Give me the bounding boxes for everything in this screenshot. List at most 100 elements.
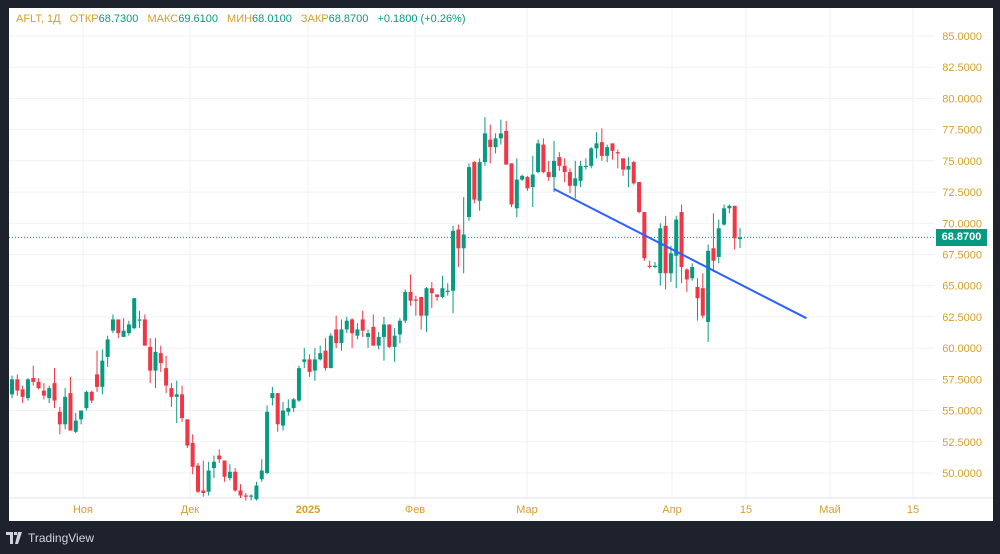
candle-up [126, 324, 131, 334]
candle-down [31, 378, 36, 382]
candle-up [105, 339, 110, 357]
candle-up [318, 353, 323, 360]
candle-up [254, 485, 259, 500]
price-axis-label: 85.0000 [942, 31, 982, 43]
candle-up [520, 175, 525, 180]
open-value: 68.7300 [98, 13, 139, 25]
candle-up [47, 388, 52, 399]
high-label: МАКС [147, 13, 179, 25]
candle-down [360, 319, 365, 331]
candle-up [137, 319, 142, 321]
candle-up [738, 237, 742, 240]
candle-down [419, 296, 424, 316]
time-axis-label: Май [819, 504, 841, 516]
candle-down [95, 374, 100, 387]
candle-down [275, 393, 280, 425]
candle-down [679, 212, 684, 267]
candle-up [302, 359, 307, 362]
candle-up [286, 408, 291, 412]
candle-down [243, 495, 248, 497]
candle-down [217, 455, 222, 460]
candle-down [413, 299, 418, 301]
candle-down [456, 229, 461, 249]
candle-down [323, 350, 328, 369]
candle-up [466, 167, 471, 218]
candle-down [599, 142, 604, 156]
price-axis-label: 77.5000 [942, 125, 982, 137]
candle-up [727, 205, 732, 209]
candle-down [700, 288, 705, 316]
candle-up [63, 396, 68, 425]
candle-up [296, 368, 301, 401]
candle-down [89, 391, 94, 401]
candle-up [206, 470, 211, 492]
candle-up [381, 324, 386, 337]
candle-down [610, 143, 615, 151]
high-value: 69.6100 [178, 13, 218, 25]
candle-up [79, 410, 84, 420]
price-axis-label: 72.5000 [942, 187, 982, 199]
candle-up [281, 410, 286, 426]
candle-up [312, 359, 317, 371]
change-value: +0.1800 (+0.26%) [377, 13, 466, 25]
candle-down [148, 346, 153, 371]
open-label: ОТКР [69, 13, 99, 25]
candle-up [174, 394, 179, 397]
chart-panel[interactable] [9, 8, 993, 521]
time-axis-label: 2025 [296, 504, 320, 516]
price-axis-label: 50.0000 [942, 468, 982, 480]
trend-line [553, 188, 807, 320]
candle-up [121, 330, 126, 337]
candle-down [684, 269, 689, 280]
candle-down [472, 162, 477, 200]
candle-up [376, 336, 381, 346]
candle-up [132, 298, 137, 329]
candle-up [445, 290, 450, 292]
candle-down [562, 165, 567, 173]
candle-down [647, 265, 652, 267]
candle-down [169, 388, 174, 397]
candle-down [238, 490, 243, 496]
candle-up [339, 329, 344, 344]
candle-down [557, 157, 562, 166]
candle-up [626, 165, 631, 170]
time-axis-label: Ноя [73, 504, 93, 516]
candle-up [73, 420, 78, 432]
candle-down [116, 319, 121, 334]
price-axis-label: 65.0000 [942, 281, 982, 293]
candle-up [477, 162, 482, 201]
candle-up [424, 288, 429, 316]
price-axis-label: 60.0000 [942, 343, 982, 355]
candle-down [180, 394, 185, 419]
candle-up [722, 208, 727, 225]
candle-up [716, 228, 721, 258]
candle-down [504, 130, 509, 165]
candle-up [397, 320, 402, 335]
candle-down [52, 383, 57, 401]
candle-down [41, 390, 46, 396]
time-axis-label: Мар [516, 504, 538, 516]
candle-up [530, 174, 535, 188]
candle-up [493, 138, 498, 148]
low-value: 68.0100 [252, 13, 292, 25]
candle-up [366, 333, 371, 337]
candle-up [589, 148, 594, 166]
candle-up [440, 288, 445, 297]
candle-up [100, 360, 105, 387]
candle-up [270, 393, 275, 399]
candle-down [408, 291, 413, 301]
candle-up [451, 230, 456, 291]
tradingview-logo[interactable]: TradingView [6, 531, 94, 545]
candle-down [371, 326, 376, 346]
candle-up [658, 228, 663, 274]
symbol-interval[interactable]: AFLT, 1Д [16, 13, 61, 25]
candle-down [20, 389, 25, 397]
candle-down [36, 381, 41, 389]
candle-down [190, 443, 195, 467]
candle-up [536, 143, 541, 173]
candle-down [158, 353, 163, 364]
candle-up [84, 391, 89, 409]
candle-down [222, 460, 227, 477]
candle-down [695, 286, 700, 299]
